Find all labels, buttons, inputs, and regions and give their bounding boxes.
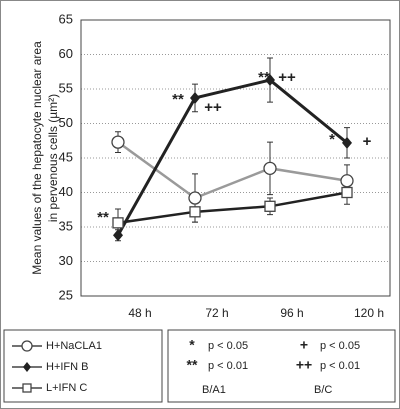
y-tick-label: 65 [59, 11, 73, 26]
annotation: ++ [278, 69, 296, 86]
marker [263, 161, 277, 176]
y-tick-label: 45 [59, 149, 73, 164]
series-line [116, 78, 348, 237]
y-tick-label: 55 [59, 80, 73, 95]
key-text: p < 0.05 [320, 340, 360, 352]
y-tick-label: 60 [59, 46, 73, 61]
annotation: ++ [204, 99, 222, 116]
legend-box [3, 329, 163, 403]
key-symbol: * [189, 337, 195, 353]
marker [113, 229, 123, 242]
key-symbol: ** [187, 357, 198, 373]
legend-label: L+IFN C [46, 382, 87, 394]
key-text: p < 0.01 [208, 360, 248, 372]
x-tick-label: 72 h [205, 306, 228, 320]
y-axis-label: Mean values of the hepatocyte nuclear ar… [30, 41, 44, 275]
marker [21, 340, 33, 352]
annotation: ** [172, 91, 184, 108]
series-line [117, 141, 348, 200]
y-tick-label: 30 [59, 253, 73, 268]
key-text: p < 0.01 [320, 360, 360, 372]
y-axis-label: in pervenous cells (µm²) [46, 94, 60, 222]
legend-label: H+IFN B [46, 361, 88, 373]
annotation: ** [258, 69, 270, 86]
marker [111, 135, 125, 149]
marker [22, 383, 32, 393]
marker [341, 186, 353, 199]
marker [190, 91, 200, 104]
annotation: + [363, 133, 372, 150]
annotation: * [329, 131, 335, 148]
legend-label: H+NaCLA1 [46, 340, 102, 352]
marker [189, 206, 201, 218]
x-tick-label: 120 h [354, 306, 384, 320]
marker [265, 74, 275, 87]
series-line [117, 191, 348, 225]
key-box [167, 329, 396, 403]
marker [188, 191, 202, 205]
marker [264, 200, 276, 212]
y-tick-label: 25 [59, 287, 73, 302]
key-comparison: B/C [314, 384, 332, 396]
marker [112, 217, 124, 229]
marker [23, 362, 31, 372]
key-text: p < 0.05 [208, 340, 248, 352]
key-symbol: + [300, 337, 308, 353]
y-tick-label: 40 [59, 184, 73, 199]
x-tick-label: 96 h [280, 306, 303, 320]
x-tick-label: 48 h [128, 306, 151, 320]
annotation: ** [97, 209, 109, 226]
plot-border [80, 19, 391, 297]
marker [342, 136, 352, 149]
key-comparison: B/A1 [202, 384, 226, 396]
marker [340, 174, 354, 188]
y-tick-label: 50 [59, 115, 73, 130]
y-tick-label: 35 [59, 218, 73, 233]
key-symbol: ++ [296, 357, 312, 373]
